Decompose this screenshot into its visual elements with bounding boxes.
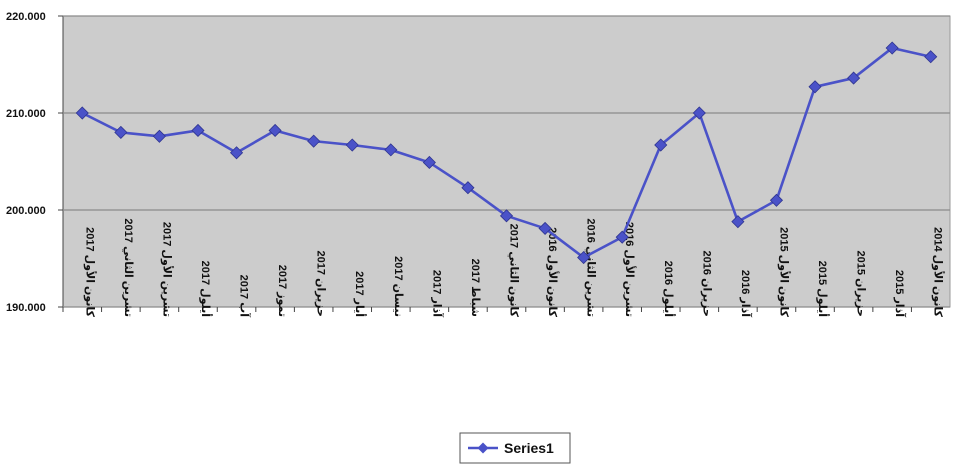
data-point <box>615 230 629 244</box>
x-tick-label: تشرين الأول 2017 <box>160 222 174 317</box>
x-tick-label: كانون الأول 2017 <box>83 227 97 317</box>
x-tick-label: آذار 2017 <box>430 270 444 317</box>
legend: Series1 <box>459 432 571 464</box>
x-tick-label: حزيران 2017 <box>315 251 327 317</box>
y-tick-label: 190.000 <box>6 302 46 314</box>
data-point <box>461 181 475 195</box>
data-point <box>885 41 899 55</box>
data-point <box>538 221 552 235</box>
data-point <box>114 125 128 139</box>
data-point <box>191 123 205 138</box>
x-tick-label: تشرين الثاني 2016 <box>585 218 597 317</box>
x-tick-label: كانون الأول 2016 <box>546 227 560 317</box>
x-tick-label: كانون الأول 2014 <box>932 227 946 317</box>
data-point <box>731 215 745 229</box>
x-tick-label: حزيران 2016 <box>700 251 712 317</box>
x-tick-label: حزيران 2015 <box>855 251 867 317</box>
y-axis-ticks: 190.000 200.000 210.000 220.000 <box>6 11 46 314</box>
x-tick-label: كانون الأول 2015 <box>777 227 791 317</box>
data-point <box>924 50 938 64</box>
x-tick-label: آذار 2016 <box>739 270 753 317</box>
x-tick-label: تموز 2017 <box>276 265 288 317</box>
data-point <box>499 209 514 223</box>
data-point <box>422 155 436 170</box>
data-point <box>152 129 166 143</box>
data-point <box>847 71 861 85</box>
x-tick-label: شباط 2017 <box>469 259 481 317</box>
x-tick-label: آب 2017 <box>238 275 252 318</box>
data-point <box>769 193 784 207</box>
x-tick-label: أيلول 2015 <box>816 261 830 317</box>
x-tick-label: آذار 2015 <box>893 270 907 317</box>
data-point <box>229 146 244 160</box>
x-tick-label: أيار 2017 <box>353 271 367 317</box>
data-point <box>384 143 398 157</box>
data-point <box>345 138 359 152</box>
y-tick-label: 200.000 <box>6 205 46 217</box>
data-point <box>808 80 822 94</box>
grid-lines <box>58 15 950 308</box>
y-tick-label: 220.000 <box>6 11 46 23</box>
x-tick-label: أيلول 2016 <box>662 261 676 317</box>
data-point <box>75 106 89 120</box>
y-tick-label: 210.000 <box>6 108 46 120</box>
data-point <box>307 134 321 148</box>
x-tick-label: أيلول 2017 <box>199 261 213 317</box>
data-point <box>577 250 591 265</box>
data-point <box>692 106 706 120</box>
x-axis-ticks: كانون الأول 2017 تشرين الثاني 2017 تشرين ا… <box>62 218 946 318</box>
plot-area <box>62 15 951 308</box>
legend-swatch-marker <box>477 442 489 454</box>
x-tick-label: كانون الثاني 2017 <box>508 224 520 318</box>
data-point <box>268 123 282 138</box>
legend-label: Series1 <box>504 440 554 456</box>
x-tick-label: تشرين الأول 2016 <box>623 222 637 317</box>
series-layer <box>75 41 938 265</box>
x-tick-label: نيسان 2017 <box>392 256 404 317</box>
data-point <box>654 138 668 152</box>
x-tick-label: تشرين الثاني 2017 <box>122 218 134 317</box>
